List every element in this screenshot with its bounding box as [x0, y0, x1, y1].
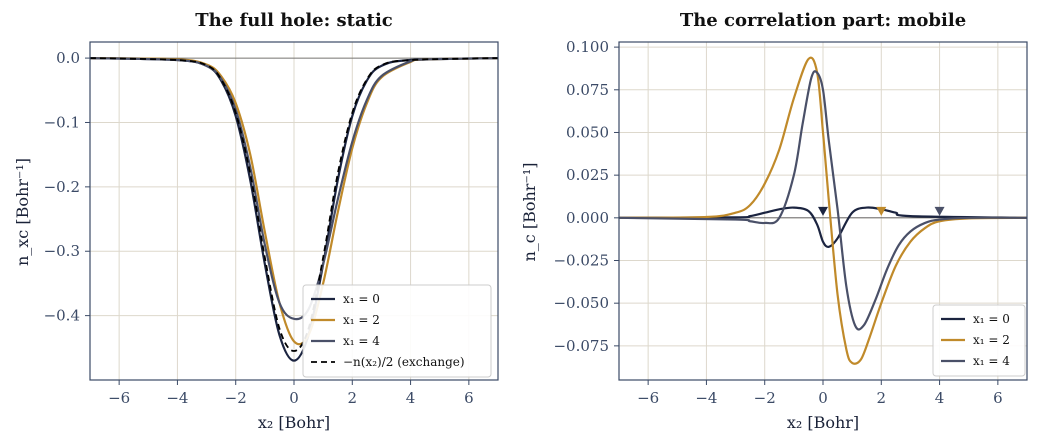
x-tick-label: 0: [289, 389, 299, 407]
y-tick-label: −0.050: [553, 294, 609, 312]
y-axis-label: n_xc [Bohr⁻¹]: [13, 158, 32, 266]
x-tick-label: −6: [637, 389, 659, 407]
series-line: [618, 70, 1028, 331]
x-tick-label: 2: [348, 389, 358, 407]
legend-box: [932, 304, 1026, 377]
chart-full-hole: The full hole: static −6 −4 −2 0 2 4 6 0.0 −0.1…: [13, 10, 499, 432]
x-tick-label: −2: [225, 389, 247, 407]
y-tick-label: 0.0: [56, 49, 80, 67]
x-tick-label: 0: [818, 389, 828, 407]
chart-correlation-part: The correlation part: mobile −6 −4 −2 0 2 4 6 …: [520, 10, 1028, 432]
x-tick-label: −4: [166, 389, 188, 407]
x-axis-label: x₂ [Bohr]: [258, 413, 330, 432]
legend-label: x₁ = 0: [343, 292, 380, 306]
legend-label: x₁ = 0: [973, 312, 1010, 326]
y-tick-label: −0.025: [553, 252, 609, 270]
x-tick-label: 6: [464, 389, 474, 407]
x-tick-label: −6: [108, 389, 130, 407]
chart-title: The correlation part: mobile: [680, 10, 966, 31]
x-tick-label: −2: [754, 389, 776, 407]
legend-label: x₁ = 2: [973, 333, 1010, 347]
x-axis-label: x₂ [Bohr]: [787, 413, 859, 432]
x-tick-label: 4: [406, 389, 416, 407]
x-ticks: −6 −4 −2 0 2 4 6: [108, 380, 474, 407]
y-tick-label: −0.3: [44, 242, 80, 260]
position-marker: [818, 206, 828, 216]
legend-box: [302, 284, 492, 378]
y-tick-label: 0.025: [566, 166, 609, 184]
series-line: [89, 57, 499, 352]
x-ticks: −6 −4 −2 0 2 4 6: [637, 380, 1003, 407]
legend-label: −n(x₂)/2 (exchange): [343, 355, 465, 369]
legend: x₁ = 0 x₁ = 2 x₁ = 4 −n(x₂)/2 (exchange): [302, 284, 492, 378]
y-tick-label: −0.4: [44, 307, 80, 325]
legend-label: x₁ = 2: [343, 313, 380, 327]
y-ticks: 0.0 −0.1 −0.2 −0.3 −0.4: [44, 49, 90, 325]
y-tick-label: 0.050: [566, 123, 609, 141]
y-tick-label: 0.100: [566, 38, 609, 56]
y-tick-label: −0.1: [44, 113, 80, 131]
series-line: [618, 206, 1028, 249]
y-tick-label: 0.000: [566, 209, 609, 227]
y-tick-label: −0.075: [553, 337, 609, 355]
series-group: [618, 56, 1028, 365]
marker-group: [818, 206, 945, 216]
grid: [90, 42, 498, 380]
series-line: [618, 56, 1028, 365]
x-tick-label: −4: [695, 389, 717, 407]
y-tick-label: −0.2: [44, 178, 80, 196]
y-axis-label: n_c [Bohr⁻¹]: [520, 162, 539, 261]
x-tick-label: 2: [877, 389, 887, 407]
position-marker: [876, 206, 887, 216]
chart-title: The full hole: static: [195, 10, 393, 31]
legend: x₁ = 0 x₁ = 2 x₁ = 4: [932, 304, 1026, 377]
legend-label: x₁ = 4: [973, 354, 1010, 368]
y-tick-label: 0.075: [566, 81, 609, 99]
series-group: [89, 57, 499, 362]
y-ticks: 0.100 0.075 0.050 0.025 0.000 −0.025 −0.050 −0.…: [553, 38, 619, 355]
x-tick-label: 6: [993, 389, 1003, 407]
legend-label: x₁ = 4: [343, 334, 380, 348]
position-marker: [934, 206, 945, 216]
x-tick-label: 4: [935, 389, 945, 407]
